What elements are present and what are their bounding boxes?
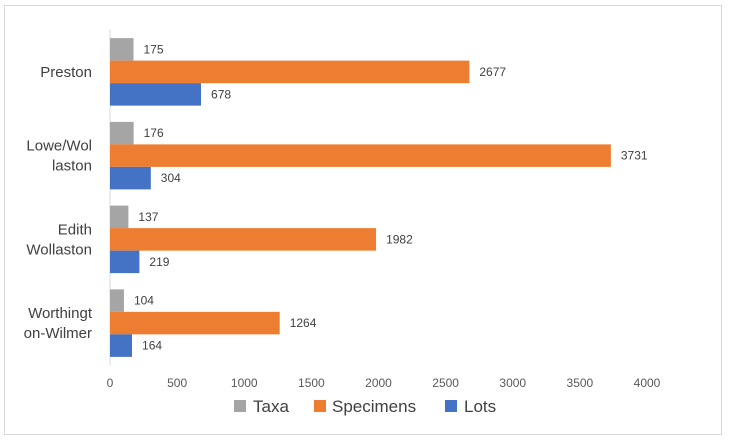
data-label-taxa-2: 176 [144, 126, 164, 140]
data-label-lots-1: 678 [211, 87, 231, 101]
x-tick-label-5: 2000 [365, 376, 392, 390]
bar-specimens-1 [110, 60, 470, 84]
category-label-line: Lowe/Wol [26, 138, 92, 155]
category-label-line: Preston [40, 64, 92, 81]
data-label-specimens-2: 3731 [621, 149, 648, 163]
category-label-line: Worthingt [28, 305, 93, 322]
bar-lots-4 [110, 334, 133, 357]
legend-label-lots: Lots [464, 397, 496, 416]
bar-specimens-3 [110, 228, 377, 251]
bar-taxa-1 [110, 38, 134, 61]
category-label-line: Wollaston [26, 241, 92, 258]
data-label-lots-3: 219 [149, 255, 169, 269]
legend-swatch-specimens [314, 400, 326, 412]
data-label-lots-2: 304 [161, 171, 181, 185]
x-tick-label-7: 3000 [499, 376, 526, 390]
category-label-line: Edith [58, 221, 92, 238]
category-label-1: Preston [40, 64, 92, 81]
bar-lots-3 [110, 250, 140, 274]
data-label-specimens-4: 1264 [290, 316, 317, 330]
bar-taxa-4 [110, 289, 124, 312]
legend-swatch-lots [445, 400, 457, 412]
category-label-line: laston [52, 158, 92, 175]
category-label-2: Lowe/Wol laston [26, 138, 92, 175]
bar-taxa-2 [110, 121, 134, 145]
bar-specimens-4 [110, 311, 280, 335]
bar-lots-1 [110, 83, 202, 106]
category-label-4: Worthingt on-Wilmer [24, 305, 93, 342]
bar-specimens-2 [110, 144, 611, 167]
x-tick-label-1: 0 [107, 376, 114, 390]
legend-swatch-taxa [234, 400, 246, 412]
data-label-specimens-1: 2677 [479, 65, 506, 79]
legend-label-specimens: Specimens [332, 397, 416, 416]
data-label-taxa-4: 104 [134, 294, 154, 308]
x-tick-label-8: 3500 [567, 376, 594, 390]
category-label-line: on-Wilmer [24, 325, 92, 342]
x-tick-label-6: 2500 [432, 376, 459, 390]
x-tick-label-2: 500 [167, 376, 187, 390]
x-tick-label-4: 1500 [298, 376, 325, 390]
data-label-lots-4: 164 [142, 339, 162, 353]
data-label-taxa-3: 137 [138, 210, 158, 224]
legend-label-taxa: Taxa [253, 397, 289, 416]
bar-lots-2 [110, 166, 151, 190]
x-tick-label-9: 4000 [634, 376, 661, 390]
data-label-specimens-3: 1982 [386, 232, 413, 246]
category-label-3: Edith Wollaston [26, 221, 92, 258]
x-tick-label-3: 1000 [231, 376, 258, 390]
bar-taxa-3 [110, 205, 129, 229]
data-label-taxa-1: 175 [143, 42, 163, 56]
